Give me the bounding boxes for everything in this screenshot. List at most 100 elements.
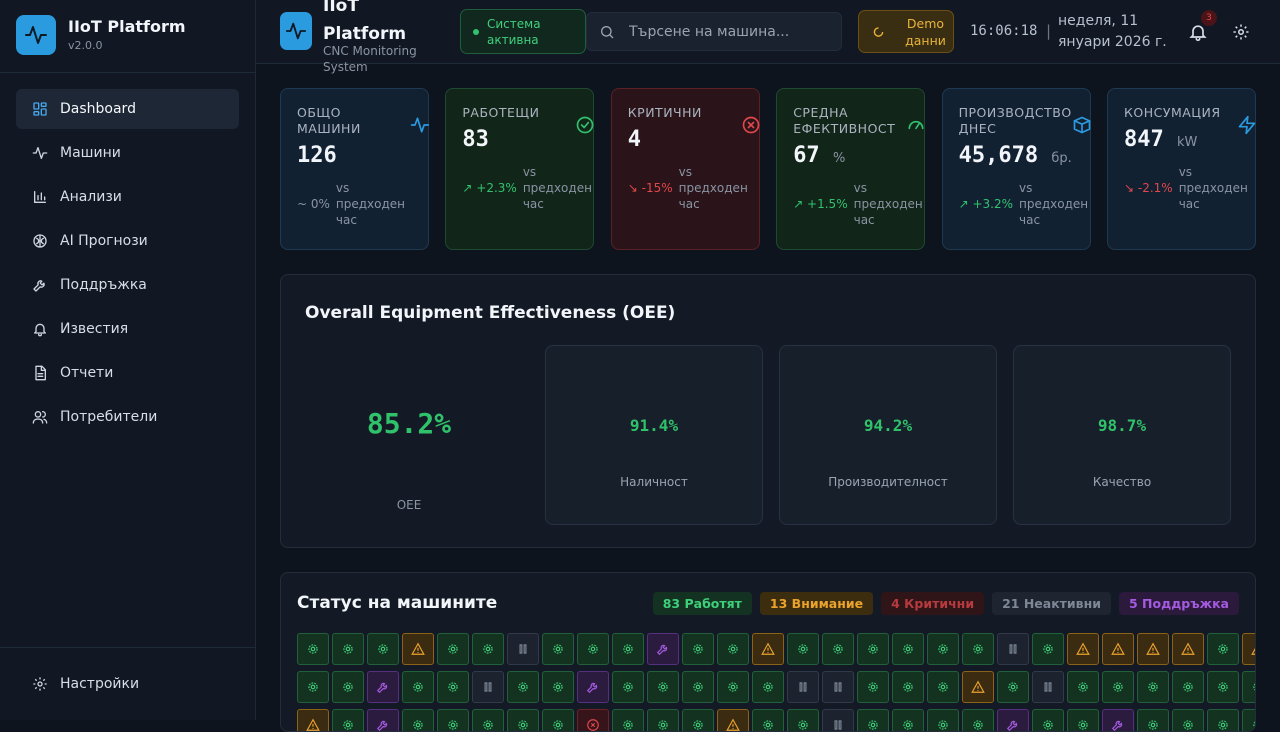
machine-tile-running[interactable]	[367, 633, 399, 665]
machine-tile-running[interactable]	[1172, 671, 1204, 703]
machine-tile-warning[interactable]	[717, 709, 749, 731]
machine-tile-running[interactable]	[927, 709, 959, 731]
sidebar-item-machines[interactable]: Машини	[16, 133, 239, 173]
machine-tile-running[interactable]	[857, 709, 889, 731]
machine-tile-running[interactable]	[542, 709, 574, 731]
machine-tile-running[interactable]	[1242, 709, 1255, 731]
machine-tile-running[interactable]	[612, 671, 644, 703]
machine-tile-inactive[interactable]	[822, 671, 854, 703]
machine-tile-warning[interactable]	[962, 671, 994, 703]
kpi-card[interactable]: ПРОИЗВОДСТВО ДНЕС 45,678 бр. ↗ +3.2% vs пре…	[941, 88, 1091, 250]
machine-tile-maintenance[interactable]	[1102, 709, 1134, 731]
machine-tile-inactive[interactable]	[787, 671, 819, 703]
kpi-card[interactable]: ОБЩО МАШИНИ 126 ~ 0% vs предходен час	[280, 88, 430, 250]
sidebar-item-ai-forecasts[interactable]: AI Прогнози	[16, 221, 239, 261]
machine-tile-running[interactable]	[1242, 671, 1255, 703]
kpi-card[interactable]: СРЕДНА ЕФЕКТИВНОСТ 67 % ↗ +1.5% vs предходе…	[776, 88, 926, 250]
status-pill-amber[interactable]: 13 Внимание	[759, 592, 874, 615]
machine-tile-running[interactable]	[472, 709, 504, 731]
machine-tile-running[interactable]	[297, 633, 329, 665]
machine-tile-running[interactable]	[1207, 671, 1239, 703]
machine-tile-running[interactable]	[1032, 633, 1064, 665]
machine-tile-running[interactable]	[507, 709, 539, 731]
machine-tile-inactive[interactable]	[822, 709, 854, 731]
kpi-card[interactable]: КРИТИЧНИ 4 ↘ -15% vs предходен час	[610, 88, 760, 250]
machine-tile-running[interactable]	[997, 671, 1029, 703]
machine-tile-running[interactable]	[332, 633, 364, 665]
machine-tile-warning[interactable]	[1242, 633, 1255, 665]
machine-tile-inactive[interactable]	[997, 633, 1029, 665]
machine-tile-running[interactable]	[542, 671, 574, 703]
machine-tile-running[interactable]	[752, 709, 784, 731]
sidebar-item-maintenance[interactable]: Поддръжка	[16, 265, 239, 305]
machine-tile-running[interactable]	[717, 671, 749, 703]
sidebar-item-reports[interactable]: Отчети	[16, 353, 239, 393]
machine-tile-running[interactable]	[682, 633, 714, 665]
sidebar-item-dashboard[interactable]: Dashboard	[16, 89, 239, 129]
machine-tile-running[interactable]	[577, 633, 609, 665]
sidebar-item-notifications[interactable]: Известия	[16, 309, 239, 349]
machine-tile-inactive[interactable]	[507, 633, 539, 665]
machine-tile-running[interactable]	[682, 671, 714, 703]
machine-tile-critical[interactable]	[577, 709, 609, 731]
machine-tile-warning[interactable]	[402, 633, 434, 665]
machine-tile-running[interactable]	[1102, 671, 1134, 703]
kpi-card[interactable]: РАБОТЕЩИ 83 ↗ +2.3% vs предходен час	[445, 88, 595, 250]
notifications-bell-icon[interactable]	[1188, 22, 1208, 42]
machine-tile-running[interactable]	[752, 671, 784, 703]
machine-tile-running[interactable]	[402, 709, 434, 731]
machine-tile-maintenance[interactable]	[577, 671, 609, 703]
machine-tile-warning[interactable]	[1102, 633, 1134, 665]
machine-tile-warning[interactable]	[1137, 633, 1169, 665]
machine-tile-running[interactable]	[1067, 671, 1099, 703]
machine-tile-running[interactable]	[332, 671, 364, 703]
machine-tile-running[interactable]	[647, 709, 679, 731]
machine-tile-running[interactable]	[857, 671, 889, 703]
sidebar-item-users[interactable]: Потребители	[16, 397, 239, 437]
machine-tile-running[interactable]	[892, 671, 924, 703]
machine-tile-running[interactable]	[1207, 633, 1239, 665]
machine-tile-running[interactable]	[822, 633, 854, 665]
machine-tile-running[interactable]	[857, 633, 889, 665]
machine-tile-running[interactable]	[1067, 709, 1099, 731]
machine-tile-maintenance[interactable]	[367, 671, 399, 703]
status-pill-red[interactable]: 4 Критични	[881, 592, 985, 615]
sidebar-item-analytics[interactable]: Анализи	[16, 177, 239, 217]
machine-tile-running[interactable]	[787, 633, 819, 665]
machine-tile-running[interactable]	[717, 633, 749, 665]
machine-tile-running[interactable]	[682, 709, 714, 731]
machine-tile-running[interactable]	[437, 709, 469, 731]
machine-tile-running[interactable]	[1207, 709, 1239, 731]
machine-tile-maintenance[interactable]	[997, 709, 1029, 731]
machine-tile-warning[interactable]	[297, 709, 329, 731]
machine-tile-warning[interactable]	[752, 633, 784, 665]
machine-tile-warning[interactable]	[1067, 633, 1099, 665]
machine-tile-running[interactable]	[1137, 671, 1169, 703]
status-pill-green[interactable]: 83 Работят	[652, 592, 752, 615]
sidebar-item-settings[interactable]: Настройки	[16, 664, 239, 704]
machine-tile-maintenance[interactable]	[647, 633, 679, 665]
status-pill-purple[interactable]: 5 Поддръжка	[1119, 592, 1239, 615]
machine-tile-inactive[interactable]	[1032, 671, 1064, 703]
machine-tile-running[interactable]	[1032, 709, 1064, 731]
search-input[interactable]	[629, 23, 829, 40]
machine-tile-running[interactable]	[542, 633, 574, 665]
machine-tile-warning[interactable]	[1172, 633, 1204, 665]
machine-tile-running[interactable]	[927, 633, 959, 665]
machine-tile-running[interactable]	[892, 709, 924, 731]
machine-tile-running[interactable]	[437, 633, 469, 665]
machine-tile-running[interactable]	[1137, 709, 1169, 731]
machine-tile-maintenance[interactable]	[367, 709, 399, 731]
machine-tile-running[interactable]	[962, 633, 994, 665]
demo-data-button[interactable]: Demo данни	[858, 10, 954, 53]
machine-tile-running[interactable]	[332, 709, 364, 731]
machine-tile-running[interactable]	[612, 709, 644, 731]
machine-tile-running[interactable]	[1172, 709, 1204, 731]
machine-tile-running[interactable]	[472, 633, 504, 665]
machine-tile-inactive[interactable]	[472, 671, 504, 703]
settings-gear-icon[interactable]	[1232, 23, 1250, 41]
pulse-logo-icon[interactable]	[280, 12, 312, 50]
machine-tile-running[interactable]	[647, 671, 679, 703]
machine-tile-running[interactable]	[962, 709, 994, 731]
machine-tile-running[interactable]	[402, 671, 434, 703]
